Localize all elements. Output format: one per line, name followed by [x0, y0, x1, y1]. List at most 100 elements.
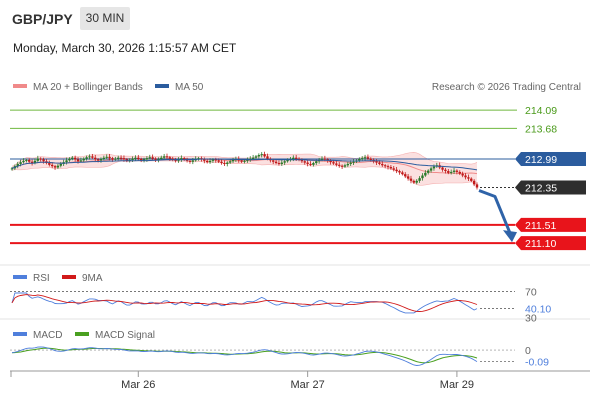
candle — [386, 164, 390, 170]
candle-body — [421, 175, 424, 179]
candle — [472, 179, 476, 187]
candle — [383, 163, 387, 169]
candle-body — [272, 160, 275, 162]
candle — [36, 155, 40, 163]
candle-body — [266, 156, 269, 159]
candle-body — [50, 164, 54, 167]
candle-body — [217, 160, 220, 162]
candle-body — [251, 157, 255, 159]
candle-body — [475, 184, 479, 188]
candle-body — [360, 158, 364, 160]
candle — [56, 164, 60, 169]
candle-body — [16, 163, 19, 167]
candle — [249, 156, 252, 162]
pivot-label-box — [515, 152, 586, 167]
candle-body — [214, 159, 217, 161]
candle-body — [162, 156, 166, 158]
candle-body — [297, 158, 301, 160]
support-label: 211.51 — [525, 220, 556, 232]
candle — [360, 156, 364, 162]
candle-body — [220, 161, 223, 164]
candle — [114, 156, 117, 161]
candle-body — [352, 161, 355, 163]
candle-body — [381, 163, 384, 166]
last-price-label: 212.35 — [525, 183, 557, 195]
candle-body — [99, 159, 103, 161]
candle — [375, 159, 378, 166]
candle — [117, 155, 120, 161]
candle — [412, 179, 416, 184]
candle — [220, 159, 223, 165]
candle-body — [157, 159, 160, 161]
candle — [73, 155, 77, 162]
candle-body — [455, 170, 459, 172]
candle-body — [401, 172, 404, 175]
candle — [71, 156, 74, 161]
candle-body — [142, 159, 146, 161]
candle-body — [111, 158, 114, 160]
candle — [165, 153, 169, 160]
macd-plot: 0-0.09 — [10, 345, 549, 369]
forecast-arrow — [478, 189, 512, 234]
candle-body — [28, 159, 31, 162]
x-tick-label: Mar 27 — [291, 379, 325, 391]
candle — [467, 174, 470, 182]
candle — [203, 157, 206, 164]
candle-body — [148, 157, 151, 159]
candle-body — [363, 157, 367, 159]
macd-zero-label: 0 — [525, 345, 531, 357]
candle — [444, 168, 447, 174]
macd-legend: MACD MACD Signal — [13, 330, 155, 341]
candle-body — [429, 168, 433, 171]
main-legend: MA 20 + Bollinger Bands MA 50 Research ©… — [13, 82, 581, 93]
rsi-line — [11, 292, 478, 314]
candle-body — [119, 157, 123, 159]
candle — [447, 169, 450, 175]
candle-body — [444, 169, 447, 172]
candle-body — [33, 160, 37, 164]
candle-body — [117, 157, 120, 159]
candle — [30, 159, 34, 166]
candle — [401, 170, 404, 176]
candle-body — [191, 160, 195, 162]
candle-body — [168, 157, 172, 159]
last-price-box — [515, 180, 586, 195]
candle — [68, 157, 71, 162]
candle-body — [332, 162, 335, 164]
candle-body — [358, 159, 361, 161]
candle-body — [68, 158, 71, 161]
candle — [171, 156, 174, 162]
candle — [102, 155, 106, 161]
candle-body — [240, 160, 243, 162]
candle-body — [145, 158, 149, 160]
resistance-label: 214.09 — [525, 105, 557, 117]
main-plot: 214.09 213.68 211.51 211.10 212.99 212.35 — [10, 105, 586, 251]
candle-body — [228, 161, 232, 163]
candle — [286, 158, 289, 163]
candle — [148, 154, 151, 160]
candle-body — [461, 173, 464, 176]
candle-body — [137, 157, 140, 160]
candle-body — [105, 156, 108, 158]
candle — [312, 161, 315, 167]
candle — [108, 154, 111, 161]
candle-body — [294, 157, 298, 159]
candle-body — [94, 157, 97, 160]
candle — [404, 172, 407, 179]
candle — [228, 159, 232, 164]
candle-body — [323, 158, 327, 160]
candle — [223, 160, 226, 166]
candle-body — [449, 171, 453, 173]
bollinger-legend-label: MA 20 + Bollinger Bands — [33, 82, 143, 93]
candle-body — [320, 158, 324, 160]
timeframe-button[interactable]: 30 MIN — [80, 7, 130, 30]
candle-body — [249, 158, 252, 160]
candle-body — [197, 158, 200, 160]
macd-legend-swatch — [13, 332, 27, 336]
candle — [406, 173, 410, 181]
candle-body — [79, 160, 83, 162]
candle — [464, 173, 467, 180]
candle — [283, 159, 286, 166]
candle-body — [125, 159, 129, 161]
candle-body — [82, 158, 85, 161]
